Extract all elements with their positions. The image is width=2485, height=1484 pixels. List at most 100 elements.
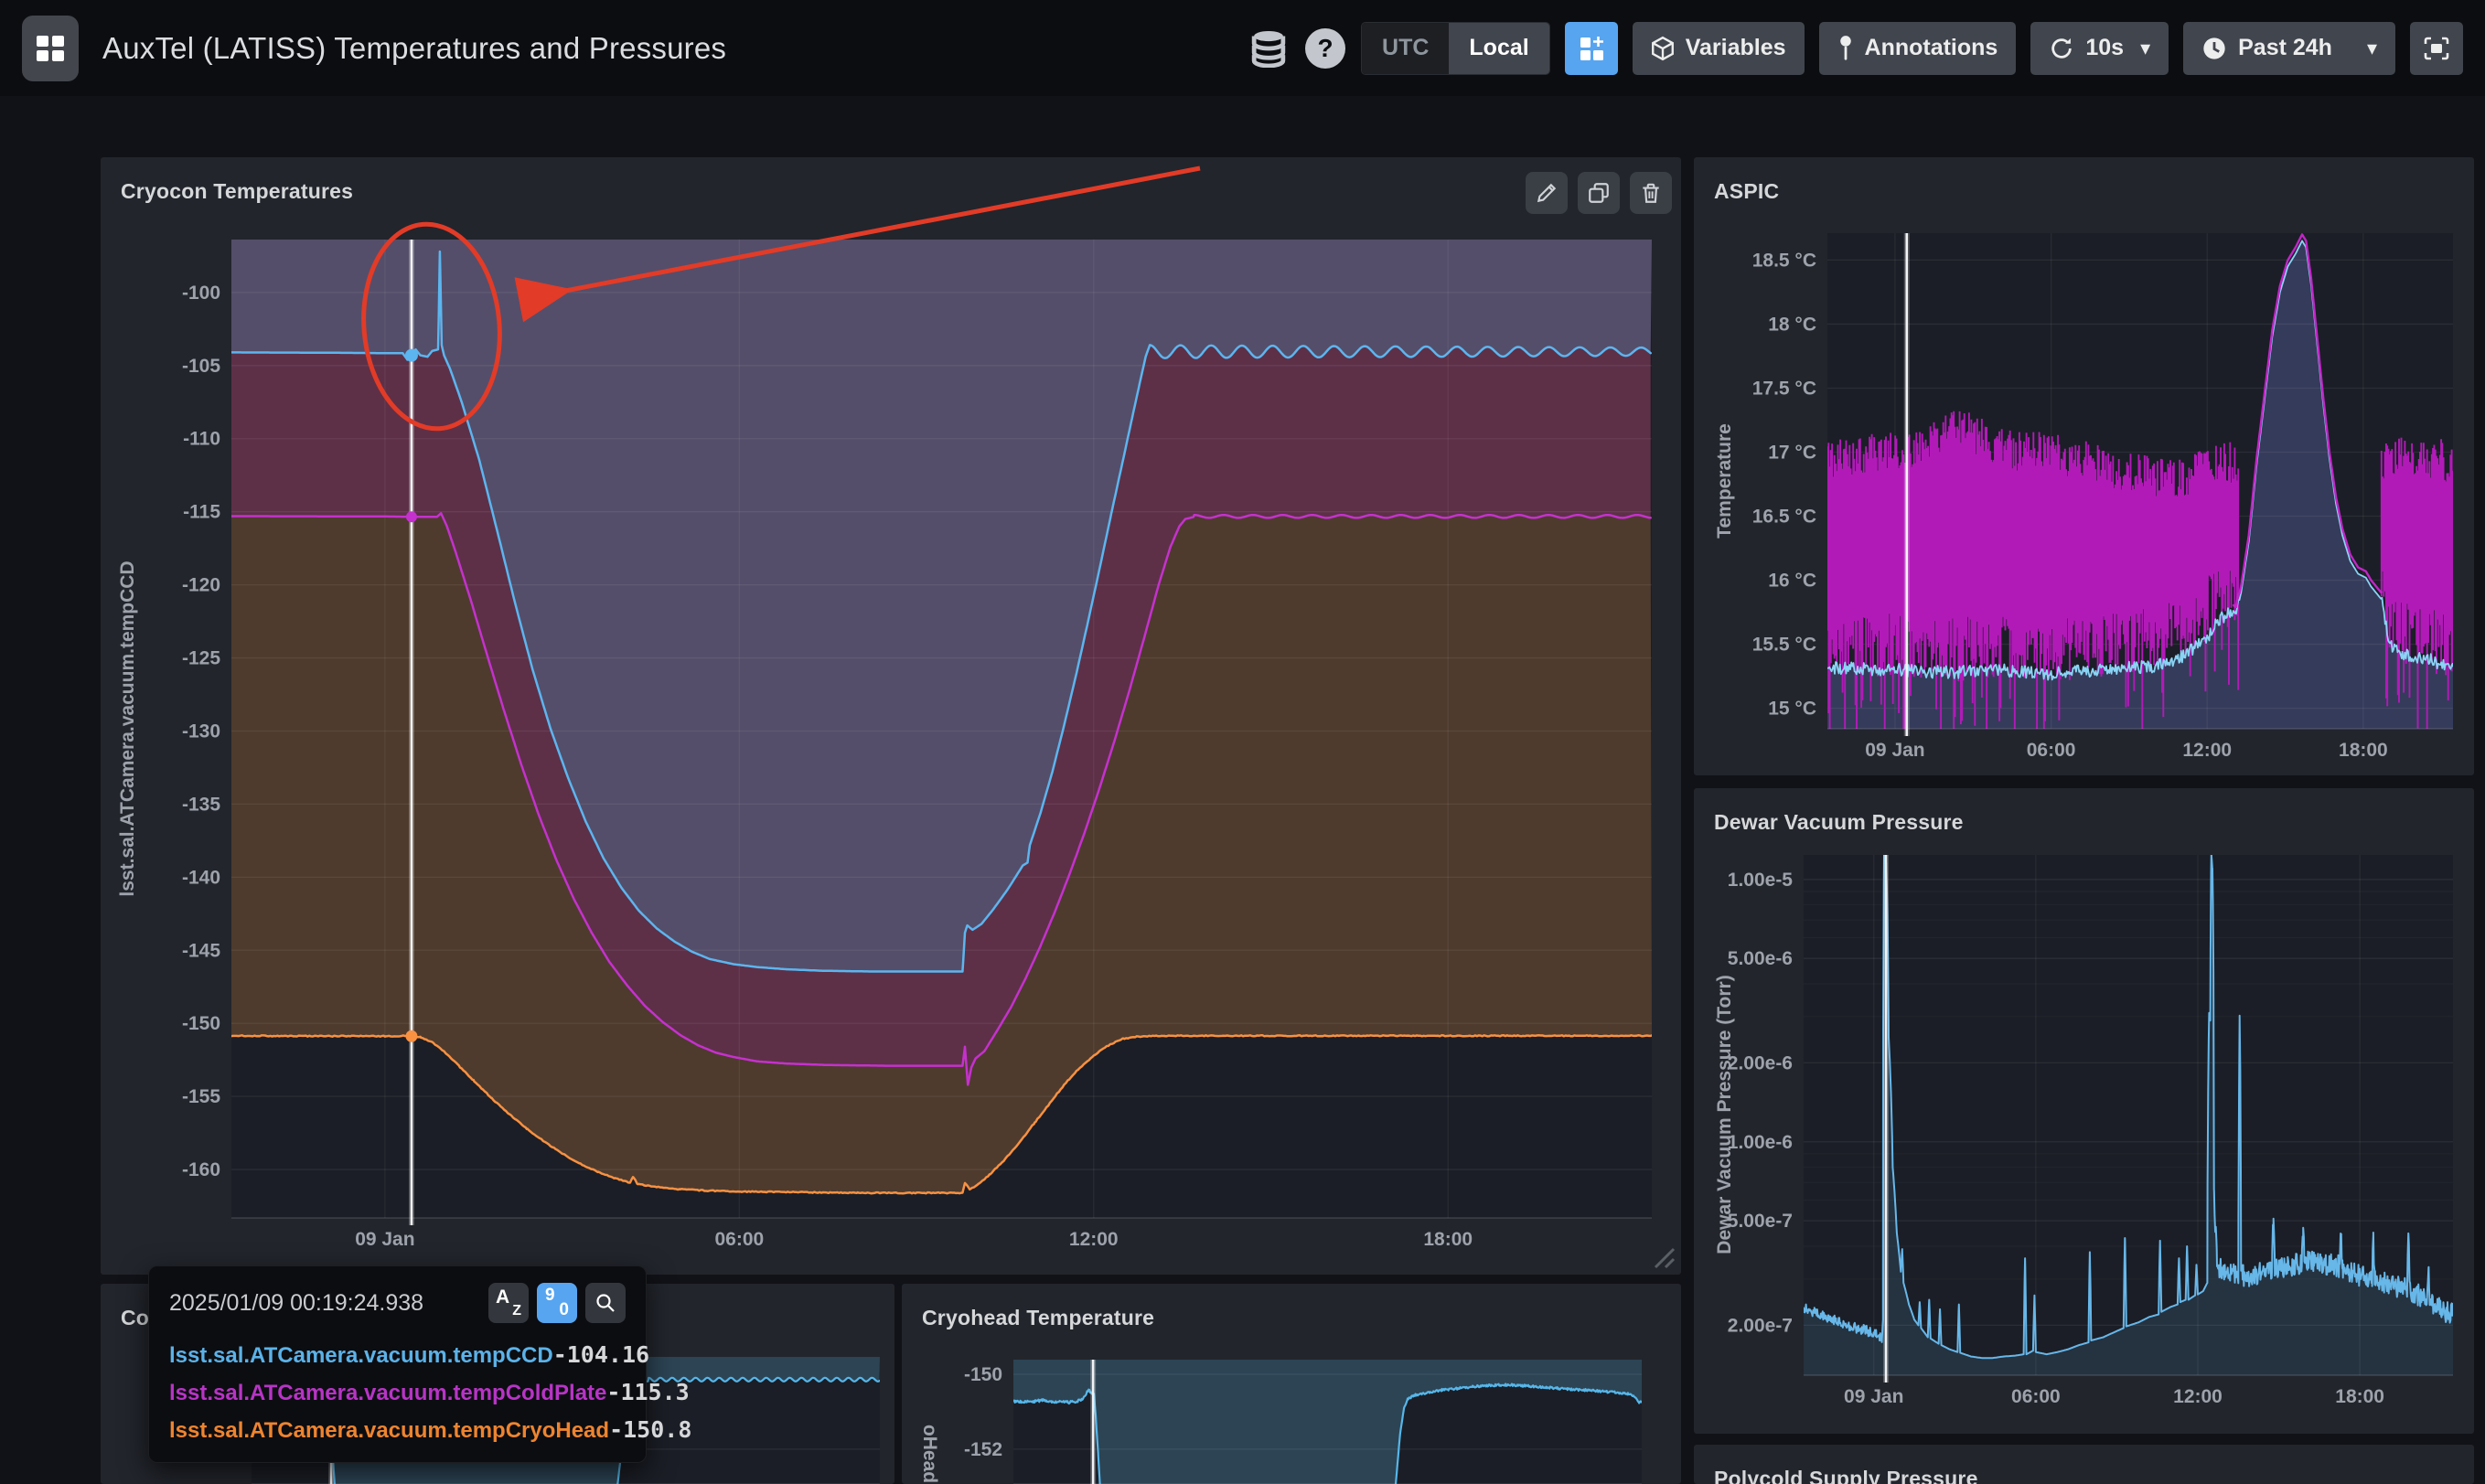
sort-numeric-button[interactable]: 9 0 (537, 1283, 577, 1323)
svg-text:18.5 °C: 18.5 °C (1752, 250, 1816, 271)
timezone-local-button[interactable]: Local (1449, 22, 1549, 74)
panel-aspic: ASPIC 18.5 °C 18 °C 17.5 °C 17 °C 16.5 °C 16 … (1694, 157, 2474, 775)
series-label: lsst.sal.ATCamera.vacuum.tempCryoHead (169, 1418, 610, 1443)
annotations-button[interactable]: Annotations (1818, 21, 2017, 75)
cryohead-chart[interactable]: -150 -152 (902, 1284, 1681, 1484)
search-button[interactable] (585, 1283, 626, 1323)
series-label: lsst.sal.ATCamera.vacuum.tempColdPlate (169, 1381, 607, 1405)
variables-cube-icon (1651, 36, 1674, 60)
dashboard-grid-icon[interactable] (22, 15, 79, 81)
svg-text:5.00e-7: 5.00e-7 (1728, 1211, 1793, 1232)
panel-title: ASPIC (1714, 179, 1780, 203)
monitor-icon (2424, 37, 2449, 59)
tooltip-buttons: A Z 9 0 (488, 1283, 626, 1323)
svg-text:-105: -105 (182, 356, 220, 377)
tooltip-header: 2025/01/09 00:19:24.938 A Z 9 0 (169, 1283, 626, 1323)
add-panel-button[interactable] (1564, 21, 1618, 75)
edit-panel-button[interactable] (1526, 172, 1568, 214)
copy-icon (1589, 183, 1609, 203)
svg-text:-120: -120 (182, 575, 220, 596)
series-value: -115.3 (606, 1379, 690, 1405)
navbar: AuxTel (LATISS) Temperatures and Pressur… (0, 0, 2485, 96)
clock-icon (2203, 37, 2225, 59)
tooltip-row: lsst.sal.ATCamera.vacuum.tempColdPlate -… (169, 1379, 690, 1406)
datasource-icon[interactable] (1248, 27, 1290, 69)
svg-text:06:00: 06:00 (714, 1229, 764, 1250)
panel-title: Cryocon Temperatures (121, 179, 354, 203)
refresh-icon (2051, 37, 2073, 59)
svg-text:2.00e-6: 2.00e-6 (1728, 1052, 1793, 1073)
sort-alpha-button[interactable]: A Z (488, 1283, 529, 1323)
svg-text:-100: -100 (182, 283, 220, 304)
time-range-button[interactable]: Past 24h ▾ (2183, 21, 2395, 75)
panel-title: Co (121, 1306, 150, 1329)
delete-panel-button[interactable] (1630, 172, 1672, 214)
svg-text:1.00e-5: 1.00e-5 (1728, 870, 1794, 891)
series-label: lsst.sal.ATCamera.vacuum.tempCCD (169, 1343, 553, 1368)
series-value: -150.8 (609, 1416, 692, 1443)
svg-text:06:00: 06:00 (2011, 1386, 2061, 1407)
svg-text:12:00: 12:00 (2173, 1386, 2223, 1407)
variables-label: Variables (1685, 35, 1786, 60)
time-range-label: Past 24h (2238, 35, 2332, 60)
help-button[interactable]: ? (1304, 27, 1346, 69)
svg-text:17 °C: 17 °C (1768, 442, 1816, 463)
pencil-icon (1537, 183, 1557, 203)
svg-text:1.00e-6: 1.00e-6 (1728, 1132, 1793, 1153)
svg-text:16 °C: 16 °C (1768, 571, 1816, 592)
svg-text:-160: -160 (182, 1159, 220, 1180)
y-axis-label: oHead (919, 1424, 940, 1484)
panel-actions (1526, 172, 1672, 214)
y-axis-label: Temperature (1714, 423, 1735, 539)
svg-text:-125: -125 (182, 648, 220, 669)
chevron-down-icon: ▾ (2366, 36, 2377, 59)
cryocon-chart[interactable]: -100 -105 -110 -115 -120 -125 -130 -135 -140 -145… (101, 157, 1681, 1275)
svg-text:-145: -145 (182, 940, 220, 961)
aspic-chart[interactable]: 18.5 °C 18 °C 17.5 °C 17 °C 16.5 °C 16 °C 15.5… (1694, 157, 2474, 775)
svg-text:-155: -155 (182, 1086, 220, 1107)
sort-num-9: 9 (545, 1286, 555, 1305)
database-icon (1251, 30, 1286, 68)
svg-text:2.00e-7: 2.00e-7 (1728, 1315, 1793, 1336)
sort-num-0: 0 (559, 1300, 569, 1319)
svg-text:5.00e-6: 5.00e-6 (1728, 948, 1793, 969)
page-title: AuxTel (LATISS) Temperatures and Pressur… (102, 30, 727, 65)
svg-text:-152: -152 (964, 1439, 1002, 1460)
tooltip-row: lsst.sal.ATCamera.vacuum.tempCryoHead -1… (169, 1416, 691, 1444)
y-axis-label: lsst.sal.ATCamera.vacuum.tempCCD (117, 561, 138, 897)
svg-text:09 Jan: 09 Jan (1865, 740, 1924, 761)
navbar-right: ? UTC Local Variables (1248, 21, 2463, 75)
search-icon (596, 1294, 615, 1312)
svg-text:09 Jan: 09 Jan (355, 1229, 414, 1250)
panel-dewar-vacuum-pressure: Dewar Vacuum Pressure 1.00e-5 5.00e-6 2.00… (1694, 788, 2474, 1434)
svg-text:-135: -135 (182, 794, 220, 815)
tooltip-row: lsst.sal.ATCamera.vacuum.tempCCD -104.16 (169, 1341, 649, 1369)
svg-text:12:00: 12:00 (1069, 1229, 1119, 1250)
panel-title: Cryohead Temperature (922, 1306, 1155, 1329)
dewar-chart[interactable]: 1.00e-5 5.00e-6 2.00e-6 1.00e-6 5.00e-7 2.00e… (1694, 788, 2474, 1434)
apps-grid-icon (37, 35, 64, 61)
variables-button[interactable]: Variables (1632, 21, 1805, 75)
svg-text:-115: -115 (183, 502, 220, 523)
tooltip-rows: lsst.sal.ATCamera.vacuum.tempCCD -104.16… (169, 1341, 691, 1444)
y-axis-label: Dewar Vacuum Pressure (Torr) (1714, 975, 1735, 1254)
svg-text:-150: -150 (182, 1013, 220, 1034)
timezone-utc-button[interactable]: UTC (1362, 22, 1450, 74)
trash-icon (1643, 183, 1659, 203)
svg-text:18:00: 18:00 (2335, 1386, 2384, 1407)
timezone-toggle: UTC Local (1361, 21, 1550, 75)
panel-title: Dewar Vacuum Pressure (1714, 810, 1964, 834)
annotation-pin-icon (1839, 35, 1851, 60)
svg-text:12:00: 12:00 (2182, 740, 2232, 761)
tooltip-timestamp: 2025/01/09 00:19:24.938 (169, 1290, 424, 1316)
kiosk-mode-button[interactable] (2410, 21, 2463, 75)
svg-text:18:00: 18:00 (1423, 1229, 1473, 1250)
refresh-interval-button[interactable]: 10s ▾ (2030, 21, 2169, 75)
duplicate-panel-button[interactable] (1578, 172, 1620, 214)
panel-cryocon-temperatures: Cryocon Temperatures (101, 157, 1681, 1275)
svg-text:06:00: 06:00 (2027, 740, 2076, 761)
svg-text:15 °C: 15 °C (1768, 699, 1816, 720)
svg-text:-140: -140 (182, 867, 220, 888)
refresh-interval-label: 10s (2085, 35, 2125, 60)
